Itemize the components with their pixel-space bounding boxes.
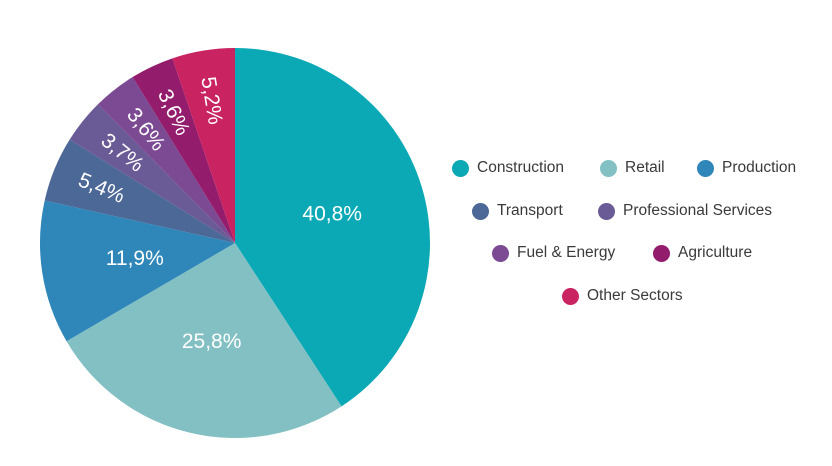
pie-slice-fuel-energy — [97, 77, 236, 243]
legend-item-agriculture: Agriculture — [653, 244, 752, 262]
legend-label: Agriculture — [678, 244, 753, 261]
legend-swatch — [452, 159, 469, 177]
legend-swatch — [562, 287, 579, 305]
legend-label: Construction — [477, 159, 565, 176]
legend-label: Production — [722, 159, 797, 176]
pie-slice-agriculture — [132, 58, 235, 244]
legend-item-professional-services: Professional Services — [598, 202, 772, 220]
pie-chart: 40,8%25,8%11,9%5,4%3,7%3,6%3,6% 5,2% — [39, 48, 430, 439]
legend-item-transport: Transport — [472, 202, 563, 220]
legend-swatch — [600, 159, 617, 177]
legend-label: Other Sectors — [587, 287, 683, 304]
legend-label: Transport — [497, 202, 563, 219]
pie-slice-construction — [235, 48, 430, 407]
legend-swatch — [472, 202, 489, 220]
legend-item-other-sectors: Other Sectors — [562, 287, 683, 305]
pie-slice-retail — [66, 243, 342, 439]
pie-slice-production — [39, 200, 235, 342]
legend-item-fuel-energy: Fuel & Energy — [492, 244, 615, 262]
legend-swatch — [492, 244, 509, 262]
legend-swatch — [598, 202, 615, 220]
legend-item-production: Production — [697, 159, 796, 177]
legend-item-construction: Construction — [452, 159, 564, 177]
data-label-production: 11,9% — [106, 247, 164, 270]
pie-slice-transport — [44, 139, 236, 243]
pie-slice-other-sectors — [172, 48, 235, 243]
data-label-construction: 40,8% — [302, 203, 362, 226]
legend-item-retail: Retail — [600, 159, 665, 177]
legend-label: Fuel & Energy — [517, 244, 616, 261]
legend-label: Retail — [625, 159, 665, 176]
data-label-retail: 25,8% — [182, 330, 242, 353]
legend-label: Professional Services — [623, 202, 773, 219]
legend-swatch — [697, 159, 714, 177]
legend-swatch — [653, 244, 670, 262]
pie-slice-professional-services — [69, 104, 235, 243]
pie-slices — [39, 48, 430, 439]
